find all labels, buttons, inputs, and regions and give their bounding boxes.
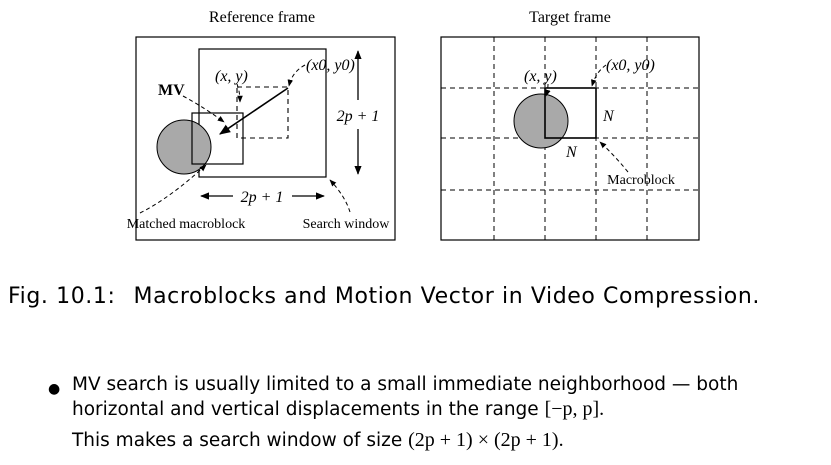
target-n-bottom-label: N (565, 144, 578, 161)
target-frame-diagram: Target frame (x, y) (x0, y0) N N Macrobl… (440, 9, 700, 241)
ref-x0y0-label: (x0, y0) (306, 57, 355, 74)
ref-xy-label: (x, y) (215, 68, 248, 85)
bullet-line-3-text: This makes a search window of size (72, 430, 409, 451)
ref-xy-pointer (236, 83, 243, 103)
height-dimension-label: 2p + 1 (337, 108, 380, 125)
macroblock-pointer (599, 141, 629, 173)
reference-frame-border (135, 36, 396, 241)
search-window-pointer (329, 179, 351, 213)
target-x0y0-label: (x0, y0) (606, 57, 655, 74)
motion-vector-figure: Reference frame MV (x, y) (x0, y0) 2p + … (127, 9, 700, 241)
target-object-circle (513, 93, 569, 149)
matched-macroblock-label: Matched macroblock (127, 217, 246, 232)
matched-macroblock-pointer (139, 164, 207, 214)
search-window-label: Search window (303, 217, 391, 232)
target-xy-label: (x, y) (524, 68, 557, 85)
mv-label: MV (158, 82, 185, 99)
target-n-right-label: N (602, 108, 615, 125)
target-frame-title: Target frame (529, 9, 611, 26)
mv-pointer (182, 95, 225, 123)
displacement-range: [−p, p]. (544, 398, 605, 420)
width-dimension-label: 2p + 1 (241, 189, 284, 206)
target-macroblock (544, 87, 597, 139)
bullet-line-2: horizontal and vertical displacements in… (72, 397, 604, 422)
figure-caption-text: Macroblocks and Motion Vector in Video C… (133, 284, 761, 309)
figure-caption: Fig. 10.1: Macroblocks and Motion Vector … (8, 284, 760, 309)
macroblock-label: Macroblock (607, 173, 675, 188)
motion-vector-arrow (219, 87, 289, 135)
bullet-line-3: This makes a search window of size (2p +… (72, 428, 564, 453)
bullet-line-1-text: MV search is usually limited to a small … (72, 374, 739, 395)
figure-number: Fig. 10.1: (8, 284, 116, 309)
matched-macroblock (191, 112, 244, 165)
ref-x0y0-pointer (287, 64, 306, 87)
bullet-line-1: MV search is usually limited to a small … (72, 372, 738, 397)
original-position-dashed-block (236, 86, 289, 139)
reference-frame-title: Reference frame (209, 9, 315, 26)
target-x0y0-pointer (591, 64, 607, 87)
object-circle (156, 119, 212, 175)
search-window-size: (2p + 1) × (2p + 1). (408, 429, 564, 451)
bullet-line-2-text: horizontal and vertical displacements in… (72, 399, 545, 420)
reference-frame-diagram: Reference frame MV (x, y) (x0, y0) 2p + … (127, 9, 396, 241)
bullet-marker: ● (48, 381, 61, 397)
target-xy-pointer (545, 83, 551, 97)
